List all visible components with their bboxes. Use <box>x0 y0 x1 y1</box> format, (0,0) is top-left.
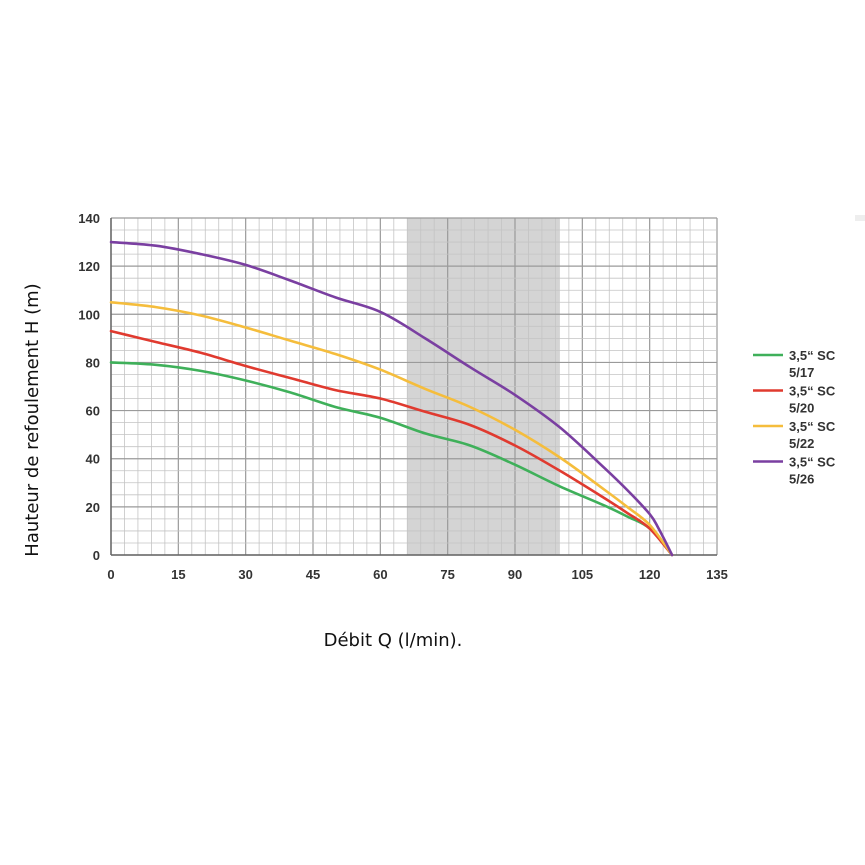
legend-label-3: 3,5“ SC <box>789 419 836 434</box>
legend-label-4: 3,5“ SC <box>789 455 836 470</box>
x-axis-ticks: 0 15 30 45 60 75 90 105 120 135 <box>107 567 727 582</box>
series-line-4 <box>109 240 674 557</box>
legend-label-4: 5/26 <box>789 472 814 487</box>
x-axis-label: Débit Q (l/min). <box>324 630 463 651</box>
x-tick-label: 90 <box>508 567 522 582</box>
x-tick-label: 75 <box>440 567 454 582</box>
x-tick-label: 0 <box>107 567 114 582</box>
x-tick-label: 105 <box>571 567 593 582</box>
legend-label-2: 3,5“ SC <box>789 384 836 399</box>
series-line-2 <box>109 329 674 557</box>
grid <box>110 217 718 556</box>
legend-label-1: 3,5“ SC <box>789 348 836 363</box>
x-tick-label: 30 <box>238 567 252 582</box>
y-axis-label: Hauteur de refoulement H (m) <box>22 283 43 556</box>
x-tick-label: 15 <box>171 567 185 582</box>
y-tick-label: 100 <box>78 307 100 322</box>
edge-speck <box>855 215 865 221</box>
x-tick-label: 60 <box>373 567 387 582</box>
series-line-3 <box>109 301 674 557</box>
y-axis-ticks: 0 20 40 60 80 100 120 140 <box>78 211 100 563</box>
legend-label-2: 5/20 <box>789 401 814 416</box>
legend-label-3: 5/22 <box>789 436 814 451</box>
y-tick-label: 60 <box>86 404 100 419</box>
x-tick-label: 45 <box>306 567 320 582</box>
y-tick-label: 140 <box>78 211 100 226</box>
y-tick-label: 40 <box>86 452 100 467</box>
x-tick-label: 135 <box>706 567 728 582</box>
x-tick-label: 120 <box>639 567 661 582</box>
series-line-1 <box>109 361 674 557</box>
legend-label-1: 5/17 <box>789 365 814 380</box>
legend: 3,5“ SC 5/17 3,5“ SC 5/20 3,5“ SC 5/22 3,5“ SC… <box>753 348 836 487</box>
y-tick-label: 0 <box>93 548 100 563</box>
y-tick-label: 80 <box>86 355 100 370</box>
series-lines <box>109 240 674 557</box>
y-tick-label: 20 <box>86 500 100 515</box>
y-tick-label: 120 <box>78 259 100 274</box>
